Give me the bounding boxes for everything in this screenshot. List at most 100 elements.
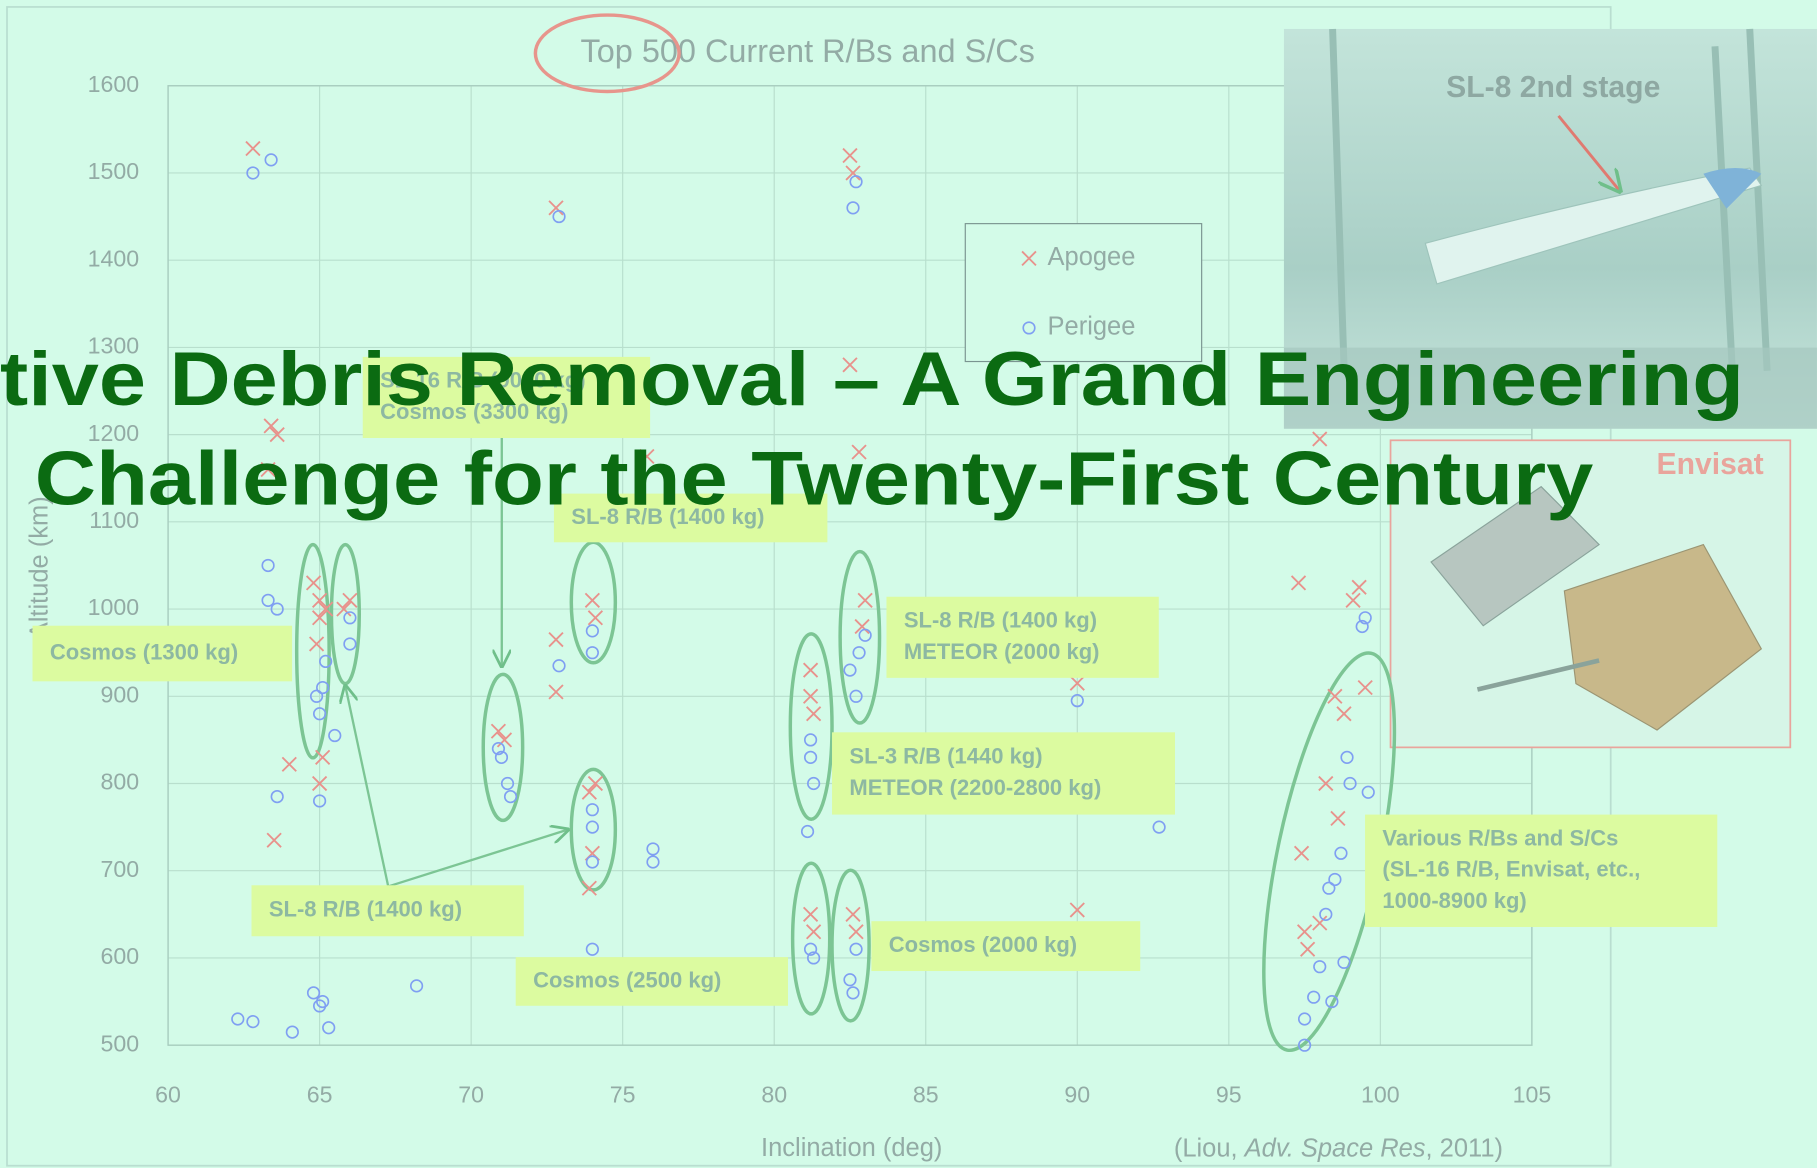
perigee-point	[647, 856, 659, 868]
source-text: , 2011)	[1426, 1134, 1503, 1162]
perigee-point	[587, 625, 599, 637]
slide: 6065707580859095100105500600700800900100…	[0, 0, 1817, 1168]
y-tick-label: 1400	[88, 245, 140, 271]
photo-label: Envisat	[1657, 448, 1764, 481]
apogee-point	[807, 925, 821, 939]
apogee-point	[582, 785, 596, 799]
y-tick-label: 800	[100, 769, 139, 795]
y-tick-label: 1000	[88, 594, 140, 620]
perigee-point	[847, 202, 859, 214]
x-tick-label: 60	[155, 1081, 181, 1107]
apogee-point	[282, 757, 296, 771]
perigee-point	[553, 660, 565, 672]
callout-arrow	[388, 830, 568, 887]
group-ellipse	[297, 545, 329, 758]
annotation-text: 1000-8900 kg)	[1382, 888, 1526, 913]
photo-label: SL-8 2nd stage	[1446, 71, 1660, 104]
annotation-text: (SL-16 R/B, Envisat, etc.,	[1382, 857, 1640, 882]
perigee-point	[1314, 961, 1326, 973]
perigee-point	[802, 826, 814, 838]
x-tick-label: 70	[458, 1081, 484, 1107]
apogee-point	[1298, 925, 1312, 939]
perigee-point	[587, 943, 599, 955]
perigee-point	[844, 974, 856, 986]
annotation-text: Various R/Bs and S/Cs	[1382, 825, 1618, 850]
annotation-text: METEOR (2200-2800 kg)	[849, 775, 1101, 800]
apogee-point	[1292, 576, 1306, 590]
perigee-point	[850, 943, 862, 955]
perigee-point	[323, 1022, 335, 1034]
y-tick-label: 700	[100, 856, 139, 882]
perigee-point	[1329, 874, 1341, 886]
x-tick-label: 100	[1361, 1081, 1400, 1107]
perigee-point	[1341, 752, 1353, 764]
perigee-point	[1320, 909, 1332, 921]
perigee-point	[344, 638, 356, 650]
x-tick-label: 80	[761, 1081, 787, 1107]
annotation-text: METEOR (2000 kg)	[904, 639, 1100, 664]
apogee-point	[1352, 580, 1366, 594]
perigee-point	[287, 1026, 299, 1038]
y-tick-label: 1500	[88, 158, 140, 184]
group-ellipse	[790, 634, 832, 819]
apogee-point	[1337, 707, 1351, 721]
annotation-text: Cosmos (2500 kg)	[533, 967, 721, 992]
perigee-point	[647, 843, 659, 855]
apogee-point	[1358, 681, 1372, 695]
perigee-point	[247, 1016, 259, 1028]
apogee-point	[588, 611, 602, 625]
perigee-point	[344, 612, 356, 624]
apogee-point	[804, 663, 818, 677]
perigee-point	[853, 647, 865, 659]
perigee-point	[1299, 1013, 1311, 1025]
apogee-point	[585, 593, 599, 607]
slide-title: tive Debris Removal – A Grand Engineerin…	[0, 337, 1744, 422]
perigee-point	[805, 752, 817, 764]
apogee-point	[267, 833, 281, 847]
annotation-text: Cosmos (1300 kg)	[50, 639, 238, 664]
apogee-point	[310, 637, 324, 651]
x-tick-label: 95	[1216, 1081, 1242, 1107]
apogee-point	[307, 576, 321, 590]
x-axis-title: Inclination (deg)	[761, 1134, 942, 1162]
callout-arrow	[345, 686, 388, 886]
perigee-point	[587, 647, 599, 659]
annotation-text: SL-8 R/B (1400 kg)	[904, 607, 1097, 632]
x-tick-label: 90	[1064, 1081, 1090, 1107]
perigee-point	[1153, 821, 1165, 833]
apogee-point	[343, 593, 357, 607]
apogee-point	[549, 201, 563, 215]
annotation-text: Cosmos (2000 kg)	[889, 932, 1077, 957]
perigee-point	[850, 176, 862, 188]
x-tick-label: 105	[1513, 1081, 1552, 1107]
perigee-point	[805, 734, 817, 746]
perigee-point	[265, 154, 277, 166]
y-tick-label: 900	[100, 681, 139, 707]
apogee-point	[804, 907, 818, 921]
y-tick-label: 600	[100, 943, 139, 969]
perigee-point	[329, 730, 341, 742]
source-text: (Liou,	[1174, 1134, 1245, 1162]
perigee-point	[847, 987, 859, 999]
apogee-point	[846, 907, 860, 921]
apogee-point	[855, 620, 869, 634]
apogee-point	[858, 593, 872, 607]
apogee-point	[807, 707, 821, 721]
apogee-point	[498, 733, 512, 747]
apogee-point	[246, 142, 260, 156]
apogee-point	[316, 750, 330, 764]
apogee-point	[491, 724, 505, 738]
group-ellipse	[793, 863, 830, 1014]
perigee-point	[1308, 991, 1320, 1003]
apogee-point	[1313, 916, 1327, 930]
chart-title: Top 500 Current R/Bs and S/Cs	[581, 33, 1035, 69]
apogee-point	[843, 149, 857, 163]
perigee-point	[1362, 786, 1374, 798]
perigee-point	[308, 987, 320, 999]
perigee-point	[1335, 847, 1347, 859]
source: (Liou, Adv. Space Res, 2011)	[1174, 1134, 1503, 1162]
x-tick-label: 65	[307, 1081, 333, 1107]
source-journal: Adv. Space Res	[1243, 1134, 1426, 1162]
perigee-point	[232, 1013, 244, 1025]
annotation-text: SL-8 R/B (1400 kg)	[269, 897, 462, 922]
